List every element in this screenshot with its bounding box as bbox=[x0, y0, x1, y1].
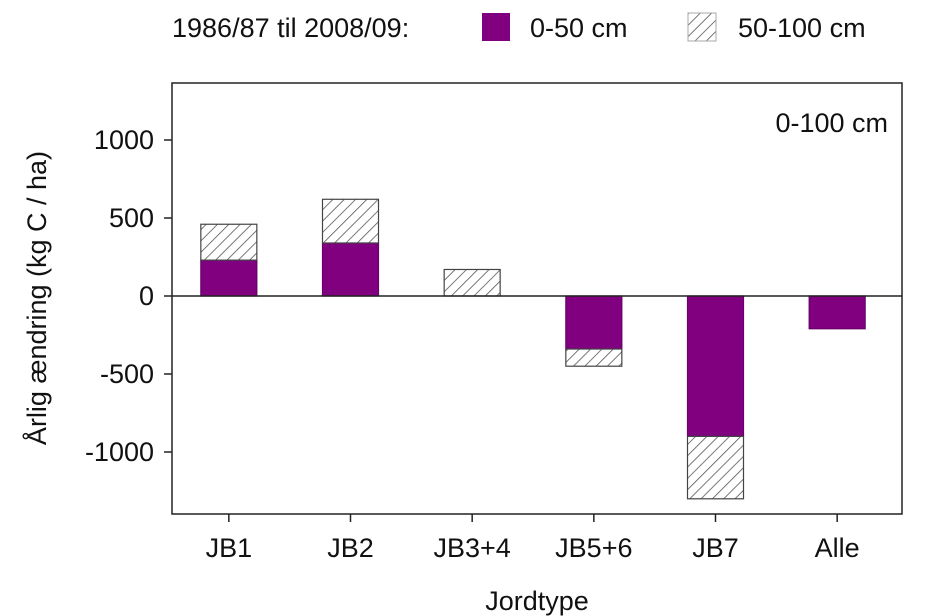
y-tick-label: -500 bbox=[100, 359, 154, 389]
legend-swatch-0-50 bbox=[482, 13, 510, 41]
bar-jb7-50-100 bbox=[686, 435, 745, 500]
bar-jb34-50-100 bbox=[443, 268, 501, 297]
bar-jb56-0-50 bbox=[565, 295, 623, 350]
plot-area bbox=[171, 82, 903, 515]
y-axis-title: Årlig ændring (kg C / ha) bbox=[21, 151, 52, 445]
bar-jb1-50-100 bbox=[200, 223, 258, 261]
bar-jb2-0-50 bbox=[321, 242, 380, 297]
bars bbox=[200, 198, 866, 500]
bar-jb1-0-50 bbox=[200, 259, 258, 297]
x-tick-label: JB3+4 bbox=[434, 533, 511, 563]
legend-label-50-100: 50-100 cm bbox=[738, 13, 866, 43]
y-tick-label: 500 bbox=[109, 203, 154, 233]
bar-jb56-50-100 bbox=[565, 348, 623, 367]
legend-title: 1986/87 til 2008/09: bbox=[172, 13, 409, 43]
y-axis: -1000 -500 0 500 1000 bbox=[85, 125, 172, 467]
x-tick-label: JB1 bbox=[206, 533, 253, 563]
x-tick-label: Alle bbox=[815, 533, 860, 563]
x-tick-label: JB2 bbox=[327, 533, 374, 563]
legend-swatch-50-100 bbox=[687, 12, 717, 42]
y-tick-label: -1000 bbox=[85, 437, 154, 467]
x-tick-label: JB7 bbox=[692, 533, 739, 563]
bar-alle-0-50 bbox=[808, 295, 866, 330]
legend-label-0-50: 0-50 cm bbox=[530, 13, 628, 43]
y-tick-label: 0 bbox=[139, 281, 154, 311]
x-axis: JB1 JB2 JB3+4 JB5+6 JB7 Alle bbox=[206, 514, 860, 563]
x-tick-label: JB5+6 bbox=[555, 533, 632, 563]
x-axis-title: Jordtype bbox=[485, 586, 589, 616]
bar-jb7-0-50 bbox=[686, 295, 745, 437]
bar-jb2-50-100 bbox=[321, 198, 380, 244]
y-tick-label: 1000 bbox=[94, 125, 154, 155]
annotation-depth: 0-100 cm bbox=[775, 108, 888, 138]
